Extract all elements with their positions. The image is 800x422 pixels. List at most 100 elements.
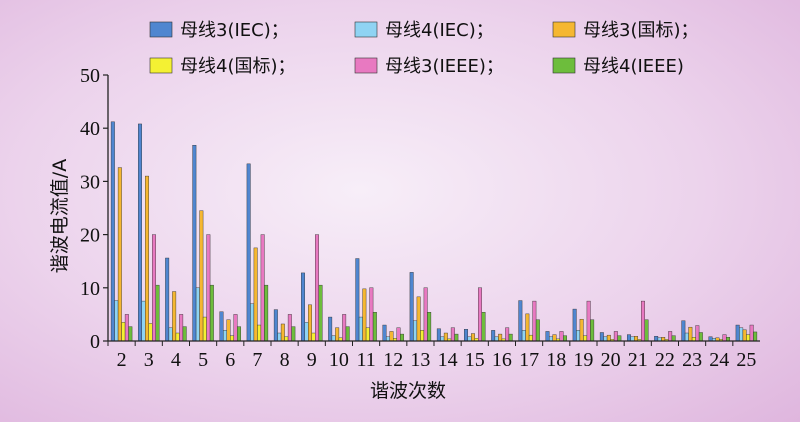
bar [117, 167, 122, 342]
bar [301, 272, 305, 342]
bar [427, 312, 432, 342]
bar [735, 324, 740, 342]
bar [219, 311, 224, 342]
bar [124, 314, 129, 342]
bar [443, 332, 448, 342]
bar [599, 332, 604, 342]
bar [308, 304, 312, 342]
bar [396, 327, 401, 342]
bar [168, 327, 173, 342]
bar [671, 335, 676, 342]
y-tick-label: 20 [80, 225, 100, 247]
bar [128, 326, 133, 342]
bar [382, 324, 387, 342]
bar [579, 318, 584, 342]
bar [739, 327, 744, 342]
bar [114, 300, 119, 342]
bar [583, 335, 588, 342]
bar [532, 300, 537, 342]
bar [413, 320, 418, 342]
x-tick-label: 6 [225, 349, 235, 371]
bar [613, 331, 618, 342]
x-tick-label: 21 [628, 349, 648, 371]
bar [148, 323, 153, 342]
bar [559, 331, 564, 342]
bar [175, 332, 180, 342]
x-tick-label: 17 [519, 349, 539, 371]
bar [257, 324, 262, 342]
bar [590, 319, 595, 342]
bar [355, 258, 360, 342]
bar [304, 322, 309, 342]
bar [572, 308, 577, 342]
bar [684, 332, 689, 342]
bar [264, 284, 269, 342]
bar [372, 312, 377, 342]
bar [654, 336, 659, 342]
bar [182, 326, 187, 342]
y-tick-label: 10 [80, 278, 100, 300]
bar [416, 296, 421, 342]
y-tick-label: 40 [80, 118, 100, 140]
bar [365, 327, 370, 342]
chart-legend: 母线3(IEC)； 母线4(IEC)； 母线3(国标)； 母线4(国标)； 母线3(IE… [149, 20, 699, 77]
x-tick-label: 14 [438, 349, 458, 371]
bar [644, 319, 649, 342]
bar [471, 333, 475, 342]
bar [110, 121, 115, 342]
legend-label: 母线3(IEC)； [180, 20, 289, 41]
bar [246, 163, 251, 342]
bar [742, 329, 747, 342]
bar [400, 333, 404, 342]
bar [641, 300, 645, 342]
x-tick-label: 16 [492, 349, 512, 371]
legend-label: 母线3(国标)； [583, 20, 699, 41]
bar [138, 123, 142, 342]
x-tick-label: 4 [171, 349, 181, 371]
bar [423, 287, 428, 342]
x-tick-label: 11 [356, 349, 375, 371]
bar [749, 324, 754, 342]
bar [409, 272, 414, 342]
bar [627, 334, 631, 342]
bar [328, 316, 333, 342]
legend-swatch [552, 57, 576, 74]
bar [253, 247, 258, 342]
x-tick-label: 22 [655, 349, 675, 371]
y-tick-label: 0 [90, 331, 100, 353]
bar [179, 314, 184, 342]
bar [420, 330, 425, 342]
bar [155, 284, 160, 342]
bar [280, 323, 285, 342]
bar [746, 334, 751, 342]
bar [152, 234, 156, 342]
x-axis-title: 谐波次数 [370, 380, 446, 402]
bar [195, 287, 200, 342]
bar [688, 326, 693, 342]
legend-label: 母线4(IEEE) [583, 56, 684, 77]
bar [230, 335, 234, 342]
x-tick-label: 3 [144, 349, 154, 371]
bar [389, 331, 394, 342]
x-tick-label: 10 [329, 349, 349, 371]
x-tick-label: 24 [709, 349, 729, 371]
x-tick-label: 23 [682, 349, 702, 371]
x-tick-label: 18 [546, 349, 566, 371]
bar [331, 335, 336, 342]
bar [606, 334, 611, 342]
bar [358, 316, 363, 342]
bar [518, 300, 523, 342]
x-tick-label: 15 [465, 349, 485, 371]
x-tick-label: 5 [198, 349, 208, 371]
x-tick-label: 20 [601, 349, 621, 371]
bar [199, 210, 204, 342]
bar [318, 284, 323, 342]
bar [237, 326, 241, 342]
bar [698, 332, 703, 342]
bar-marks [110, 121, 758, 342]
bar [563, 335, 567, 342]
bar [464, 329, 468, 342]
bar [226, 319, 231, 342]
bar [165, 257, 170, 342]
